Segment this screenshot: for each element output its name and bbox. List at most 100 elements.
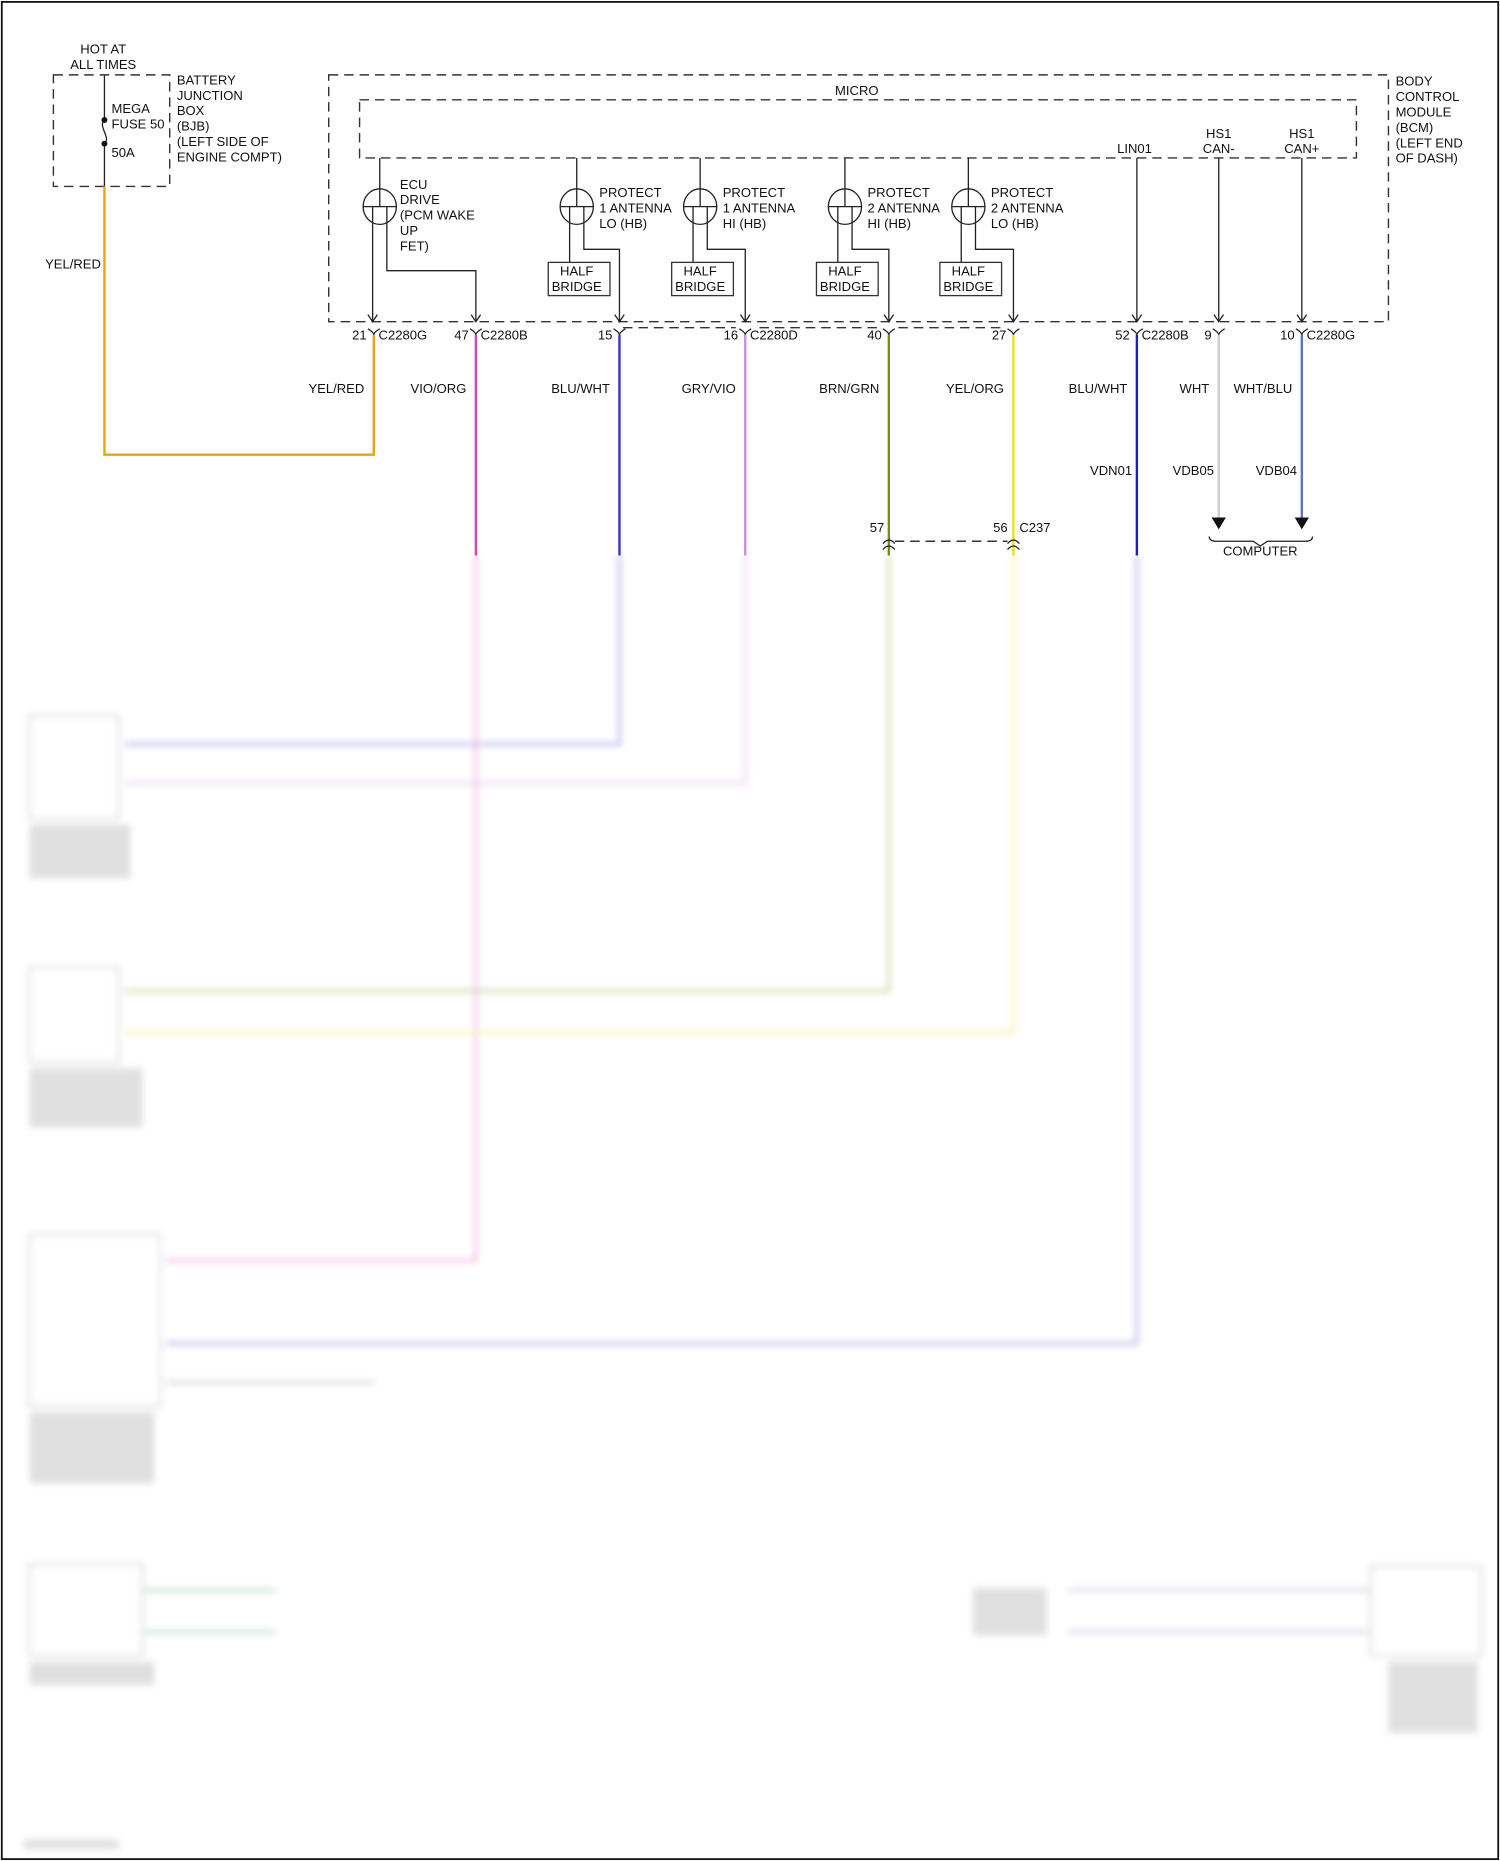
svg-text:COMPUTER: COMPUTER [1223, 543, 1298, 558]
svg-text:PROTECT: PROTECT [723, 185, 785, 200]
svg-text:HALF: HALF [952, 263, 985, 278]
svg-text:1 ANTENNA: 1 ANTENNA [723, 201, 796, 216]
svg-text:BATTERY: BATTERY [177, 72, 236, 87]
half-bridge-box [671, 261, 735, 297]
bcm-box [328, 74, 1390, 323]
svg-text:LO (HB): LO (HB) [991, 216, 1039, 231]
svg-text:PROTECT: PROTECT [867, 185, 929, 200]
connector-pin: 40 BRN/GRN [819, 328, 896, 556]
svg-text:DRIVE: DRIVE [400, 192, 440, 207]
svg-text:BOX: BOX [177, 103, 205, 118]
svg-text:9: 9 [1204, 328, 1211, 343]
wire-color-label: VIO/ORG [411, 381, 467, 396]
can-lo-label: CAN- [1203, 141, 1235, 156]
connector-pin: 15 BLU/WHT [551, 328, 626, 556]
svg-text:C2280G: C2280G [1307, 328, 1356, 343]
svg-text:(BJB): (BJB) [177, 119, 210, 134]
svg-text:BODY: BODY [1396, 74, 1433, 89]
wire-color-label: WHT [1180, 381, 1210, 396]
can-hi-line [1296, 157, 1308, 323]
svg-text:56: 56 [993, 520, 1008, 535]
can-lo-label: HS1 [1206, 126, 1231, 141]
svg-text:BRIDGE: BRIDGE [820, 279, 870, 294]
wire-color-label: BLU/WHT [551, 381, 610, 396]
connector-pin: 27 YEL/ORG [946, 328, 1020, 556]
wire-color-label: WHT/BLU [1234, 381, 1293, 396]
svg-text:C2280D: C2280D [750, 328, 798, 343]
circuit-label: VDB04 [1256, 463, 1297, 478]
connector-pin: 21 C2280G YEL/RED [308, 328, 427, 455]
circuit-label: VDN01 [1090, 463, 1132, 478]
hot-at-label: HOT AT [80, 42, 126, 57]
half-bridge-box [815, 261, 879, 297]
svg-text:CONTROL: CONTROL [1396, 89, 1460, 104]
half-bridge-box [939, 261, 1003, 297]
micro-box [358, 99, 1358, 159]
svg-text:(PCM WAKE: (PCM WAKE [400, 208, 475, 223]
svg-text:(BCM): (BCM) [1396, 120, 1434, 135]
svg-text:HALF: HALF [560, 263, 593, 278]
wire-color-label: BRN/GRN [819, 381, 879, 396]
svg-text:HI (HB): HI (HB) [867, 216, 911, 231]
micro-label: MICRO [835, 83, 879, 98]
svg-text:47: 47 [454, 328, 469, 343]
svg-text:(LEFT SIDE OF: (LEFT SIDE OF [177, 134, 269, 149]
svg-text:HALF: HALF [683, 263, 716, 278]
computer-bus: COMPUTER [1208, 517, 1314, 559]
half-bridge-box [547, 261, 611, 297]
svg-text:27: 27 [992, 328, 1007, 343]
svg-text:C2280B: C2280B [481, 328, 528, 343]
svg-text:PROTECT: PROTECT [991, 185, 1053, 200]
connector-pin: 52 C2280B BLU/WHT VDN01 [1069, 328, 1189, 556]
svg-text:15: 15 [598, 328, 613, 343]
svg-text:ECU: ECU [400, 177, 428, 192]
can-hi-label: HS1 [1289, 126, 1314, 141]
svg-text:2 ANTENNA: 2 ANTENNA [991, 201, 1064, 216]
svg-text:FET): FET) [400, 239, 429, 254]
connector-pin: 9 WHT VDB05 [1173, 328, 1226, 518]
circuit-label: VDB05 [1173, 463, 1214, 478]
svg-text:C2280B: C2280B [1142, 328, 1189, 343]
svg-text:HALF: HALF [828, 263, 861, 278]
svg-text:OF DASH): OF DASH) [1396, 151, 1458, 166]
fuse-rating: 50A [112, 145, 136, 160]
svg-text:ENGINE COMPT): ENGINE COMPT) [177, 150, 282, 165]
bjb-box [52, 74, 171, 188]
svg-text:2 ANTENNA: 2 ANTENNA [867, 201, 940, 216]
svg-text:16: 16 [724, 328, 739, 343]
wire-label: YEL/RED [45, 256, 101, 271]
lin-line [1131, 157, 1143, 323]
fuse-label: MEGA [112, 101, 151, 116]
connector-pin: 47 C2280B VIO/ORG [411, 328, 528, 556]
svg-text:1 ANTENNA: 1 ANTENNA [599, 201, 672, 216]
connector-pin: 16 C2280D GRY/VIO [682, 328, 798, 556]
connector-pin: 10 C2280G WHT/BLU VDB04 [1234, 328, 1356, 518]
svg-text:MODULE: MODULE [1396, 104, 1452, 119]
svg-text:BRIDGE: BRIDGE [943, 279, 993, 294]
svg-text:40: 40 [867, 328, 882, 343]
svg-text:C2280G: C2280G [379, 328, 428, 343]
svg-text:BRIDGE: BRIDGE [675, 279, 725, 294]
can-lo-line [1213, 157, 1225, 323]
svg-text:JUNCTION: JUNCTION [177, 88, 243, 103]
lin-label: LIN01 [1117, 141, 1152, 156]
svg-text:LO (HB): LO (HB) [599, 216, 647, 231]
svg-text:10: 10 [1280, 328, 1295, 343]
svg-text:C237: C237 [1019, 520, 1050, 535]
svg-text:UP: UP [400, 223, 418, 238]
wire-color-label: YEL/ORG [946, 381, 1004, 396]
wire-color-label: YEL/RED [308, 381, 364, 396]
svg-text:PROTECT: PROTECT [599, 185, 661, 200]
svg-text:21: 21 [352, 328, 367, 343]
svg-text:HI (HB): HI (HB) [723, 216, 767, 231]
svg-text:BRIDGE: BRIDGE [552, 279, 602, 294]
